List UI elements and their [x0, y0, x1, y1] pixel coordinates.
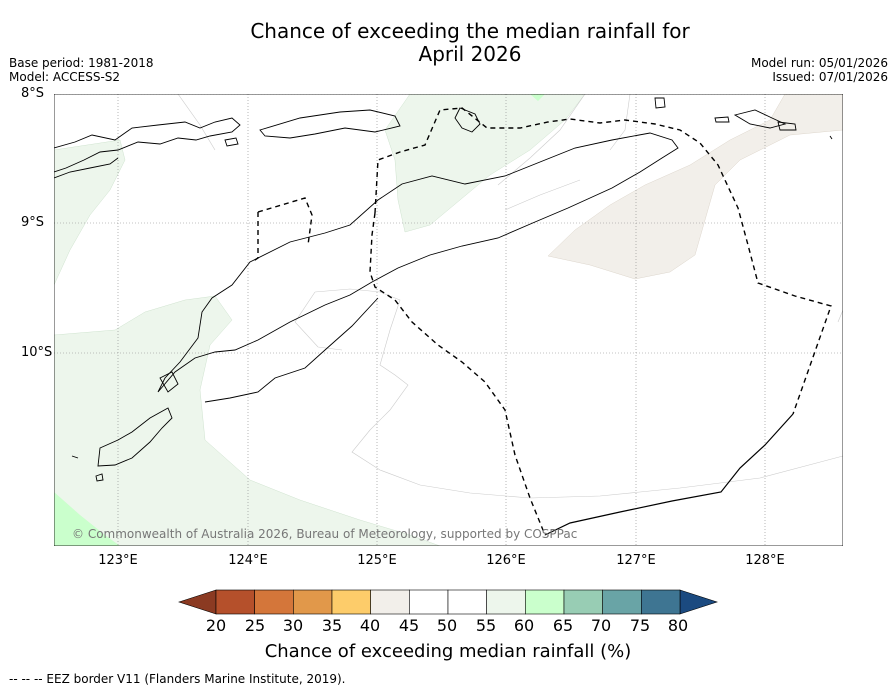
faint-contours: [177, 94, 843, 499]
lat-label-9s: 9°S: [21, 215, 45, 230]
colorbar-tick-50: 50: [436, 616, 458, 635]
colorbar-swatch-30-35: [293, 589, 333, 615]
model-run-text: Model run: 05/01/2026: [750, 56, 888, 70]
colorbar-swatch-70-75: [602, 589, 642, 615]
colorbar-tick-35: 35: [321, 616, 343, 635]
colorbar-tick-80: 80: [667, 616, 689, 635]
colorbar-tick-65: 65: [552, 616, 574, 635]
wetar-island: [454, 107, 481, 133]
colorbar-tick-45: 45: [398, 616, 420, 635]
ndao-island: [95, 473, 104, 482]
map-area: [54, 94, 843, 546]
lon-label-124e: 124°E: [228, 553, 268, 568]
eez-border-solid: [544, 413, 794, 536]
colorbar-swatch-60-65: [525, 589, 565, 615]
colorbar-low-extend: [178, 589, 217, 615]
model-text: Model: ACCESS-S2: [9, 70, 121, 84]
shading-60-65-top: [530, 94, 545, 101]
colorbar-tick-70: 70: [590, 616, 612, 635]
colorbar: [178, 589, 718, 615]
copyright-text: © Commonwealth of Australia 2026, Bureau…: [72, 527, 578, 541]
coastlines: [54, 97, 833, 482]
lon-label-125e: 125°E: [357, 553, 397, 568]
colorbar-swatch-55-60: [486, 589, 526, 615]
lon-label-128e: 128°E: [745, 553, 785, 568]
semau-island: [159, 371, 179, 393]
colorbar-swatch-40-45: [370, 589, 410, 615]
islands-north: [259, 109, 401, 139]
colorbar-tick-40: 40: [359, 616, 381, 635]
colorbar-tick-75: 75: [629, 616, 651, 635]
meta-left: Base period: 1981-2018 Model: ACCESS-S2: [9, 56, 154, 84]
colorbar-tick-55: 55: [475, 616, 497, 635]
lat-label-8s: 8°S: [21, 86, 45, 101]
issued-text: Issued: 07/01/2026: [772, 70, 888, 84]
base-period-text: Base period: 1981-2018: [9, 56, 154, 70]
lon-label-126e: 126°E: [486, 553, 526, 568]
lon-label-123e: 123°E: [98, 553, 138, 568]
colorbar-tick-20: 20: [205, 616, 227, 635]
colorbar-swatch-45-50: [409, 589, 449, 615]
colorbar-swatch-35-40: [331, 589, 371, 615]
eez-footnote: -- -- -- EEZ border V11 (Flanders Marine…: [9, 672, 346, 686]
ne-islands: [733, 109, 787, 129]
colorbar-tick-30: 30: [282, 616, 304, 635]
title-line-2: April 2026: [418, 42, 522, 66]
map-title: Chance of exceeding the median rainfall …: [0, 20, 896, 66]
title-line-1: Chance of exceeding the median rainfall …: [250, 19, 690, 43]
lon-label-127e: 127°E: [616, 553, 656, 568]
colorbar-swatch-50-55: [447, 589, 487, 615]
colorbar-tick-25: 25: [244, 616, 266, 635]
colorbar-label: Chance of exceeding median rainfall (%): [264, 641, 632, 662]
colorbar-swatch-25-30: [254, 589, 294, 615]
shading-55-60-west-top: [54, 139, 126, 286]
lat-label-10s: 10°S: [21, 345, 53, 360]
shading-40-45-east: [547, 94, 843, 280]
meta-right: Model run: 05/01/2026 Issued: 07/01/2026: [751, 56, 888, 84]
shading-55-60-southwest: [54, 295, 441, 546]
shading-55-60-north: [384, 94, 586, 233]
colorbar-tick-60: 60: [513, 616, 535, 635]
timor-north-coast: [204, 297, 379, 403]
colorbar-swatch-20-25: [215, 589, 255, 615]
colorbar-high-extend: [679, 589, 718, 615]
eez-border: [251, 107, 832, 536]
alor-flores-islands: [54, 117, 241, 173]
colorbar-swatch-65-70: [563, 589, 603, 615]
rote-island: [97, 407, 173, 467]
gridlines: [54, 94, 843, 546]
timor-coastline: [157, 132, 679, 393]
colorbar-swatch-75-80: [641, 589, 681, 615]
shading-60-65-corner: [54, 492, 120, 546]
